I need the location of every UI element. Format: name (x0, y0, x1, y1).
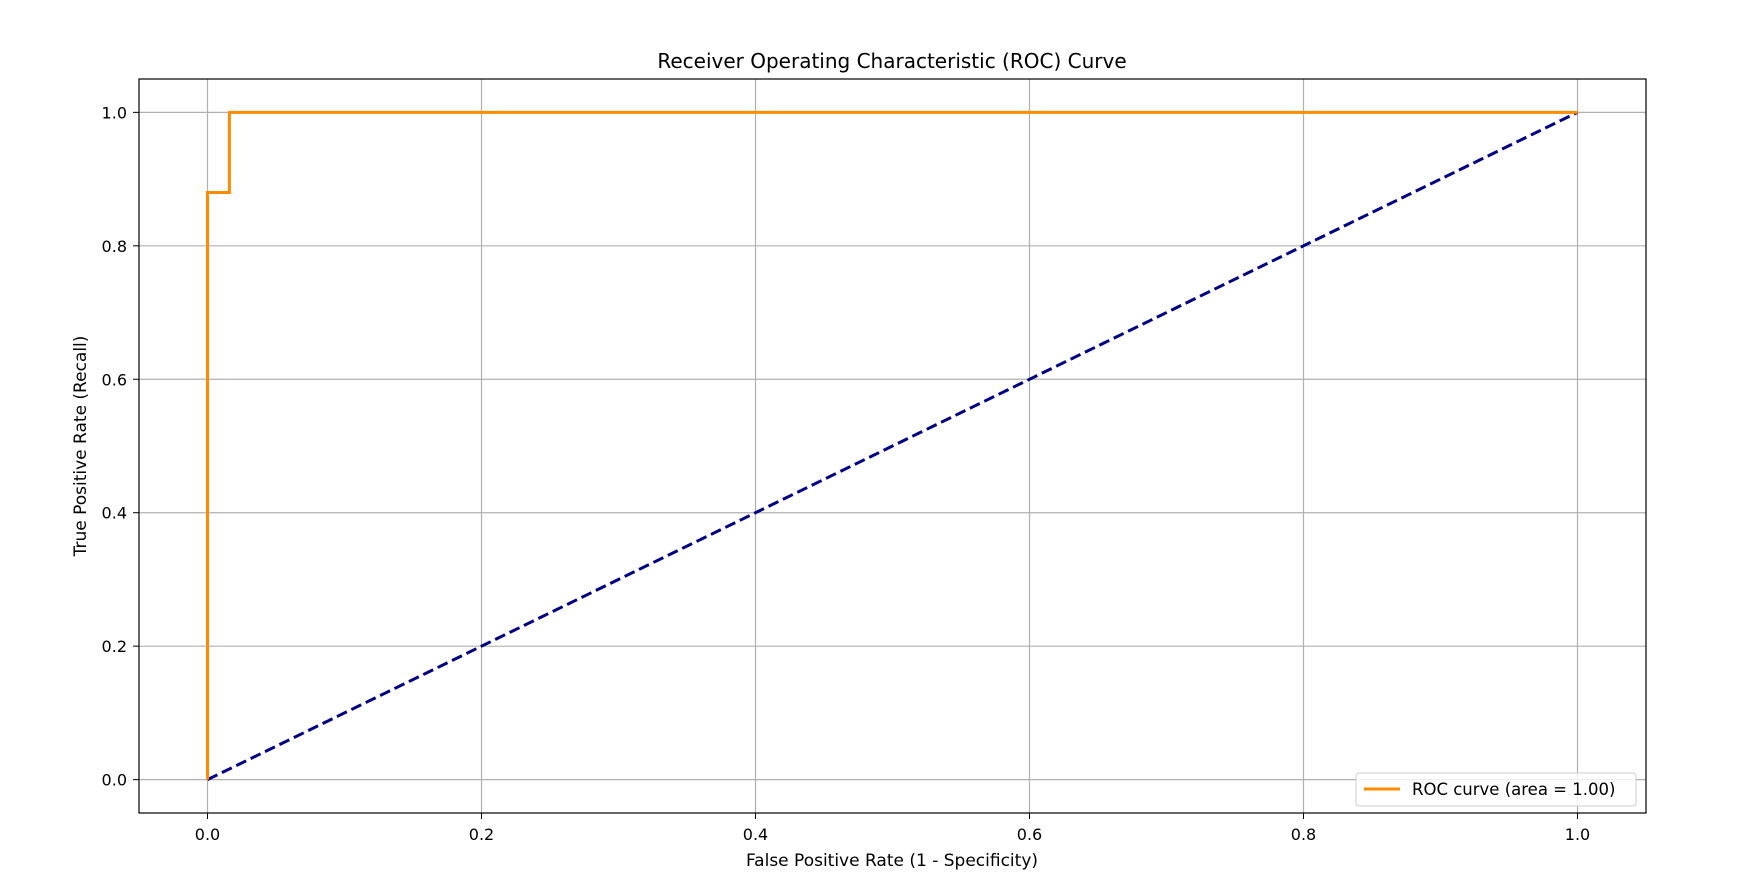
roc-curve-line (206, 110, 1578, 780)
x-tick-label: 0.0 (195, 825, 220, 844)
y-tick-label: 0.8 (102, 237, 127, 256)
y-tick-label: 0.0 (102, 771, 127, 790)
x-tick-label: 0.8 (1291, 825, 1316, 844)
y-tick-label: 0.2 (102, 637, 127, 656)
x-tick-label: 1.0 (1565, 825, 1590, 844)
legend-box (1355, 772, 1637, 807)
y-tick-label: 0.6 (102, 370, 127, 389)
y-axis-label: True Positive Rate (Recall) (71, 336, 91, 558)
x-tick-label: 0.4 (743, 825, 768, 844)
chance-diagonal-line (206, 111, 1579, 781)
ticks: 0.0 0.2 0.4 0.6 0.8 1.0 0.0 0.2 0.4 0.6 0.8 1.0 (102, 103, 1591, 844)
legend-label-roc-curve: ROC curve (area = 1.00) (1412, 780, 1615, 799)
y-tick-label: 1.0 (102, 103, 127, 122)
x-tick-label: 0.6 (1017, 825, 1042, 844)
plot-frame (138, 78, 1647, 814)
legend: ROC curve (area = 1.00) (1355, 772, 1637, 807)
series-layer (206, 110, 1579, 781)
x-tick-label: 0.2 (469, 825, 494, 844)
chart-title: Receiver Operating Characteristic (ROC) … (657, 49, 1126, 73)
x-axis-label: False Positive Rate (1 - Specificity) (746, 851, 1038, 871)
y-tick-label: 0.4 (102, 504, 127, 523)
